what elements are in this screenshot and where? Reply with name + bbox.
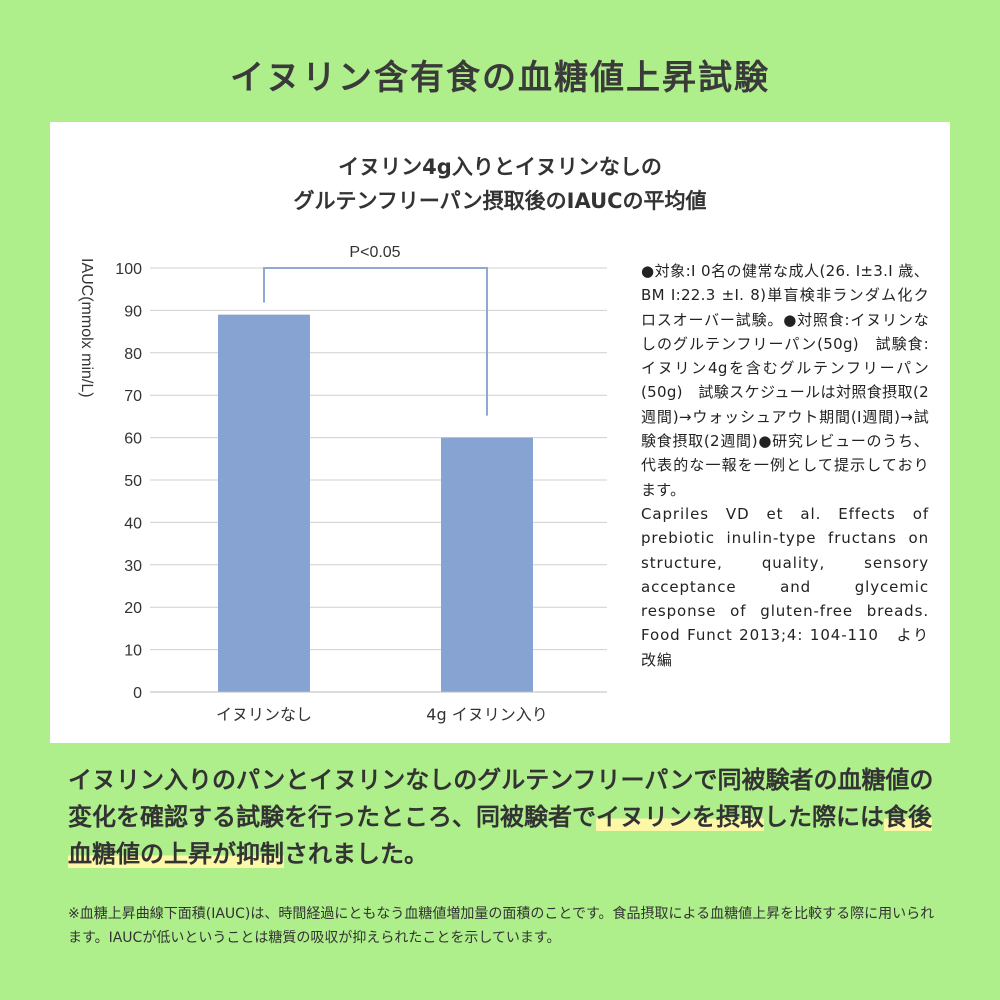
y-tick-label: 20 (124, 600, 142, 617)
y-axis-label: IAUC(mmolx min/L) (78, 258, 95, 398)
bar (218, 314, 310, 692)
summary-highlight: イヌリンを摂取 (596, 803, 764, 831)
y-tick-label: 50 (124, 473, 142, 490)
x-tick-label: イヌリンなし (216, 705, 312, 724)
y-tick-label: 10 (124, 643, 142, 660)
page-title: イヌリン含有食の血糖値上昇試験 (230, 58, 770, 98)
summary-text: イヌリン入りのパンとイヌリンなしのグルテンフリーパンで同被験者の血糖値の変化を確… (68, 762, 948, 873)
study-description: ●対象:I 0名の健常な成人(26. I±3.I 歳、BM I:22.3 ±I.… (641, 262, 929, 499)
y-tick-label: 0 (133, 685, 142, 702)
citation: Capriles VD et al. Effects of prebiotic … (641, 504, 929, 669)
significance-label: P<0.05 (349, 244, 400, 261)
y-tick-label: 30 (124, 558, 142, 575)
significance-bracket (263, 267, 488, 416)
chart-title-line: グルテンフリーパン摂取後のIAUCの平均値 (293, 189, 707, 213)
footnote: ※血糖上昇曲線下面積(IAUC)は、時間経過にともなう血糖値増加量の面積のことで… (68, 906, 935, 946)
y-tick-label: 40 (124, 515, 142, 532)
summary-part: されました。 (284, 840, 428, 868)
y-tick-label: 70 (124, 388, 142, 405)
chart-title-line: イヌリン4g入りとイヌリンなしの (338, 155, 662, 179)
y-tick-label: 80 (124, 346, 142, 363)
y-tick-label: 90 (124, 303, 142, 320)
y-tick-label: 60 (124, 431, 142, 448)
bar (441, 437, 533, 692)
y-tick-label: 100 (115, 261, 142, 278)
study-notes: ●対象:I 0名の健常な成人(26. I±3.I 歳、BM I:22.3 ±I.… (641, 259, 929, 672)
chart-title: イヌリン4g入りとイヌリンなしの グルテンフリーパン摂取後のIAUCの平均値 (0, 150, 1000, 218)
summary-part: した際には (764, 803, 884, 831)
summary-part: イヌリン入りのパンとイヌリンなしのグルテンフリーパンで同被験者の血糖値の変化を確… (68, 766, 934, 831)
x-tick-label: 4g イヌリン入り (426, 705, 547, 724)
